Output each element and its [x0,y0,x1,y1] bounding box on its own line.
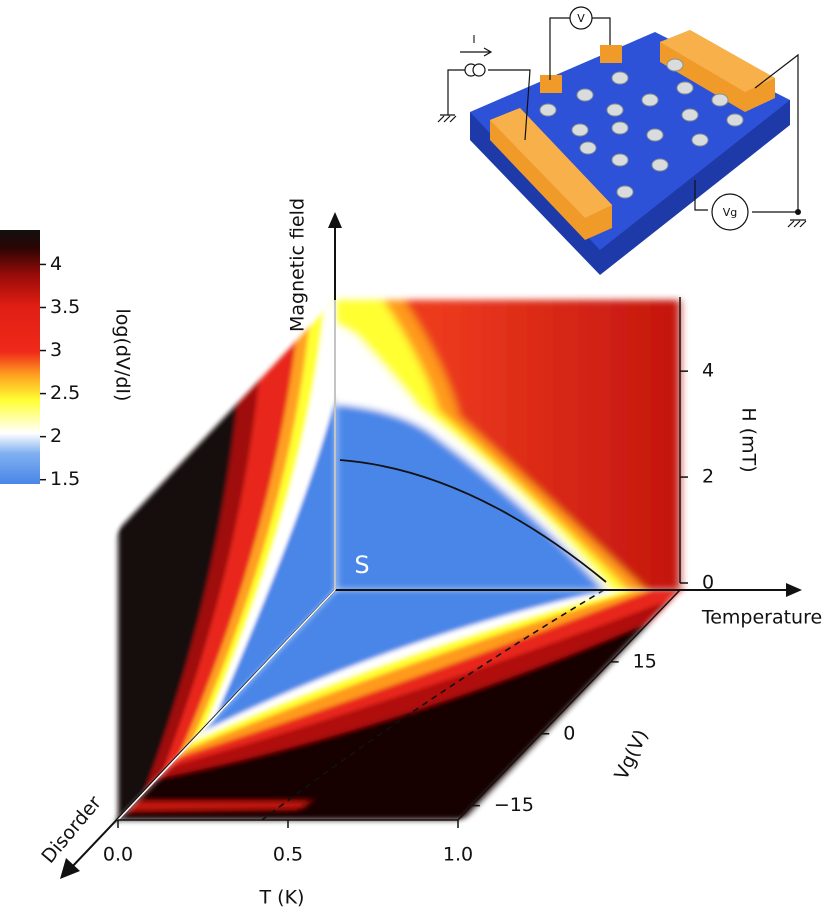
axis-title: Temperature [701,607,822,629]
axis-label: T (K) [259,887,305,909]
t-tick-label: 1.0 [443,844,473,866]
edge [117,589,336,821]
t-tick-label: 0.0 [103,844,133,866]
arrowhead [328,212,342,228]
vg-tick-label: 0 [563,722,575,744]
phase-boundary [339,459,607,583]
colorbar-tick-label: 3.5 [50,296,80,318]
colorbar [0,230,40,484]
back-map [335,300,680,590]
device-schematic: V Vg I [437,6,807,275]
axis-title: Magnetic field [287,198,309,332]
colorbar-tick-label: 4 [50,253,62,275]
axis-label: Vg(V) [610,726,652,783]
colorbar-tick-label: 3 [50,339,62,361]
colorbar-tick-label: 2 [50,425,62,447]
vg-tick-label: 15 [633,650,657,672]
h-tick-label: 4 [702,360,714,382]
h-tick-label: 2 [702,466,714,488]
arrowhead [786,583,802,597]
inset-label: V [577,12,585,25]
arrowhead [60,858,80,879]
axis-label: H (mT) [738,407,760,472]
inset-label: Vg [723,206,738,219]
inset-label: I [472,33,475,46]
region-label: S [354,551,369,579]
colorbar-label: log(dV/dI) [112,309,134,402]
axis-title: Disorder [37,792,106,868]
colorbar-tick-label: 1.5 [50,468,80,490]
vg-axis-line [457,589,681,821]
h-tick-label: 0 [702,572,714,594]
t-tick-label: 0.5 [273,844,303,866]
vg-tick-label: −15 [494,794,534,816]
floor-boundary [261,589,605,821]
colorbar-tick-label: 2.5 [50,382,80,404]
